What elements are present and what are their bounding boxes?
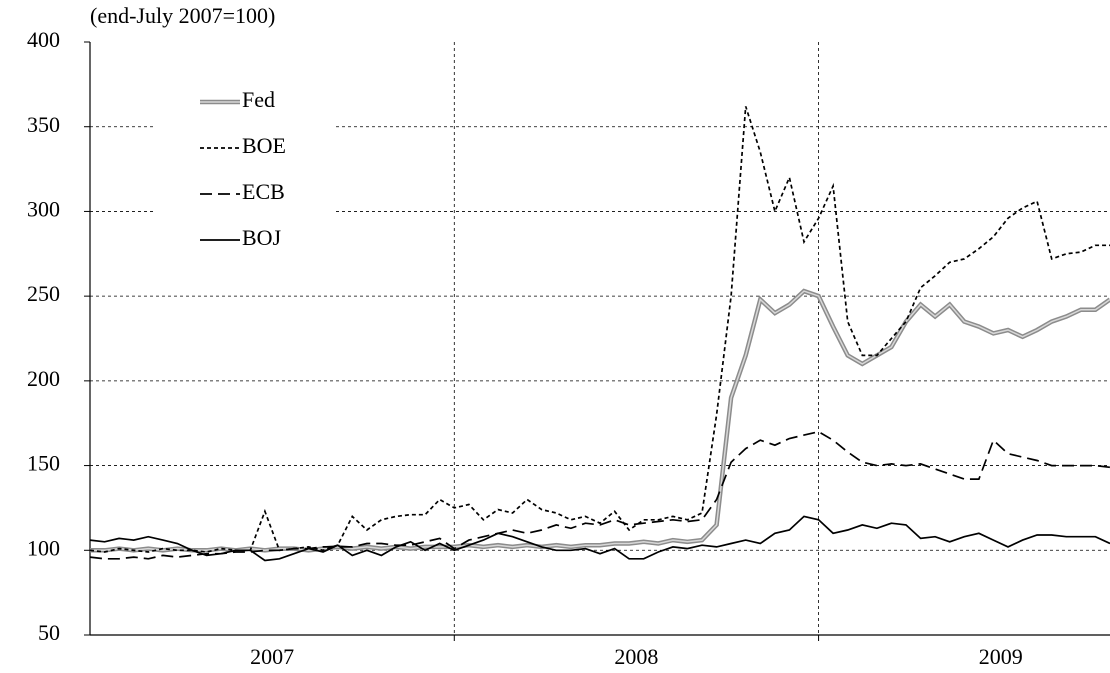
series-line xyxy=(89,430,1110,560)
y-tick-label: 200 xyxy=(27,366,60,391)
x-tick-label: 2007 xyxy=(250,644,294,669)
series-line xyxy=(90,290,1110,552)
series xyxy=(89,106,1110,553)
legend-background xyxy=(155,82,335,260)
legend-label: BOJ xyxy=(242,225,282,250)
legend-label: BOE xyxy=(242,133,286,158)
series-line-outer xyxy=(90,288,1110,553)
series-line xyxy=(89,515,1110,562)
series xyxy=(89,515,1110,562)
series xyxy=(90,288,1110,553)
y-tick-label: 100 xyxy=(27,535,60,560)
chart-subtitle: (end-July 2007=100) xyxy=(90,3,275,28)
x-tick-label: 2009 xyxy=(979,644,1023,669)
y-tick-label: 400 xyxy=(27,27,60,52)
series xyxy=(89,430,1110,560)
y-tick-label: 300 xyxy=(27,196,60,221)
y-tick-label: 150 xyxy=(27,451,60,476)
series-line xyxy=(89,106,1110,553)
y-tick-label: 50 xyxy=(38,620,60,645)
legend-label: ECB xyxy=(242,179,285,204)
x-tick-label: 2008 xyxy=(614,644,658,669)
y-tick-label: 350 xyxy=(27,112,60,137)
legend-label: Fed xyxy=(242,87,275,112)
y-tick-label: 250 xyxy=(27,281,60,306)
